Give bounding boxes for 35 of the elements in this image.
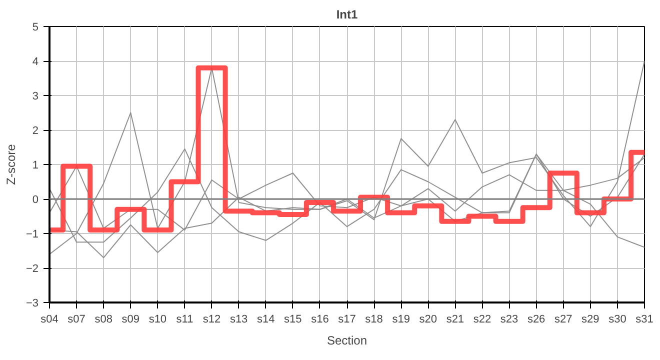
- x-tick-label: s10: [148, 314, 167, 326]
- y-tick-label: 1: [32, 160, 39, 172]
- y-tick-label: −3: [26, 298, 39, 310]
- x-tick-label: s17: [338, 314, 356, 326]
- x-tick-label: s07: [68, 314, 86, 326]
- x-tick-label: s29: [582, 314, 600, 326]
- x-tick-label: s22: [473, 314, 492, 326]
- x-tick-label: s27: [554, 314, 572, 326]
- y-tick-label: 4: [32, 56, 39, 68]
- y-tick-label: 5: [32, 22, 39, 34]
- y-tick-label: 3: [32, 90, 39, 102]
- x-tick-label: s11: [176, 314, 194, 326]
- x-tick-label: s14: [256, 314, 275, 326]
- y-tick-label: −1: [26, 228, 39, 240]
- x-tick-label: s31: [636, 314, 654, 326]
- x-tick-label: s21: [446, 314, 464, 326]
- x-axis-title: Section: [326, 334, 368, 348]
- y-tick-label: 0: [32, 194, 39, 206]
- x-tick-label: s16: [311, 314, 329, 326]
- x-tick-label: s15: [284, 314, 302, 326]
- x-tick-label: s04: [40, 314, 58, 326]
- x-tick-label: s13: [230, 314, 248, 326]
- y-tick-label: −2: [26, 263, 39, 275]
- x-tick-label: s08: [94, 314, 112, 326]
- x-tick-label: s19: [392, 314, 410, 326]
- y-tick-label: 2: [32, 125, 39, 137]
- x-tick-label: s12: [202, 314, 221, 326]
- x-tick-label: s30: [608, 314, 626, 326]
- x-tick-label: s18: [365, 314, 383, 326]
- x-tick-label: s26: [527, 314, 546, 326]
- x-tick-label: s09: [122, 314, 140, 326]
- chart-title: Int1: [336, 8, 358, 22]
- x-tick-label: s20: [419, 314, 438, 326]
- x-tick-label: s23: [500, 314, 518, 326]
- y-axis-title: Z-score: [4, 144, 18, 185]
